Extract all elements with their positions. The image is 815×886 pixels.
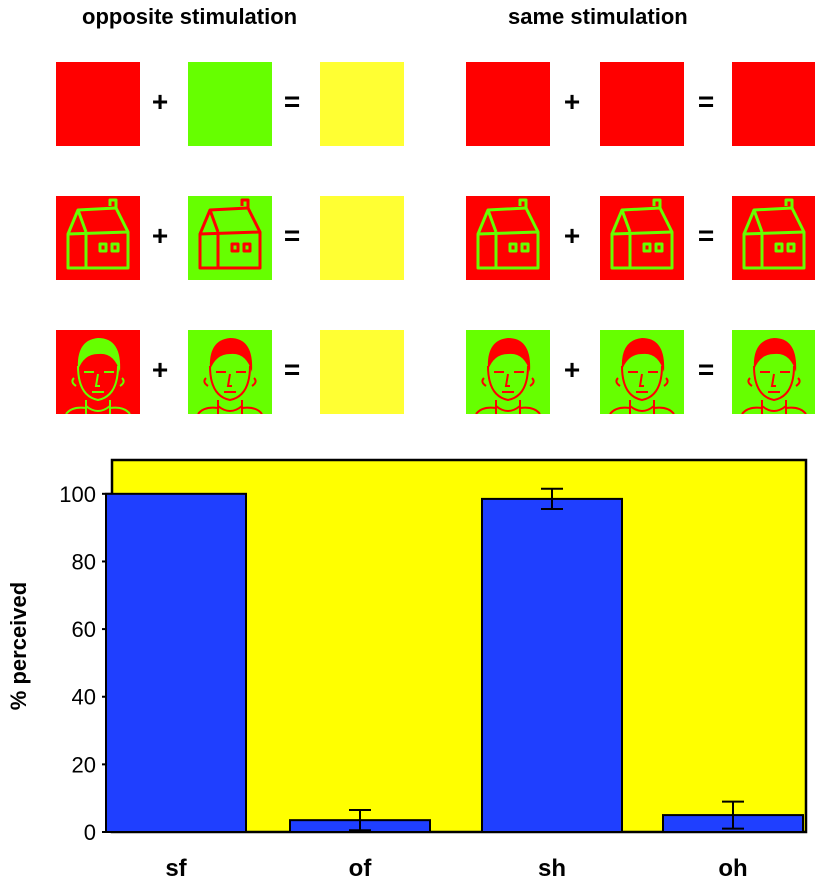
equals-sign: = (283, 220, 301, 251)
plus-sign: + (563, 354, 581, 385)
x-category-label: of (349, 855, 373, 882)
stimulus-house-opposite-1 (56, 196, 140, 280)
stimulus-color-same-3 (732, 62, 815, 146)
stimulus-color-opposite-1 (56, 62, 140, 146)
bar-sf (105, 492, 247, 834)
equals-sign: = (697, 354, 715, 385)
plus-sign: + (563, 220, 581, 251)
face-icon (65, 338, 131, 414)
stimulus-face-opposite-3 (320, 330, 404, 414)
house-icon (198, 198, 262, 270)
y-tick-label: 100 (59, 482, 96, 507)
equals-sign: = (283, 86, 301, 117)
house-icon (476, 198, 540, 270)
title-same-stimulation: same stimulation (508, 4, 688, 29)
y-tick-label: 40 (72, 685, 96, 710)
stimulus-house-same-3 (732, 196, 815, 280)
face-icon (197, 338, 263, 414)
y-tick-label: 0 (84, 820, 96, 845)
equals-sign: = (697, 86, 715, 117)
house-icon (742, 198, 806, 270)
stimulus-house-opposite-3 (320, 196, 404, 280)
stimulus-face-same-2 (600, 330, 684, 414)
stimulus-color-same-1 (466, 62, 550, 146)
equals-sign: = (697, 220, 715, 251)
plus-sign: + (151, 220, 169, 251)
stimulus-house-same-1 (466, 196, 550, 280)
title-opposite-stimulation: opposite stimulation (82, 4, 298, 29)
stimulus-face-opposite-2 (188, 330, 272, 414)
house-icon (66, 198, 130, 270)
stimulus-color-opposite-3 (320, 62, 404, 146)
x-category-label: sh (538, 855, 566, 882)
stimulus-face-same-1 (466, 330, 550, 414)
plus-sign: + (151, 354, 169, 385)
stimulus-color-same-2 (600, 62, 684, 146)
equals-sign: = (283, 354, 301, 385)
bar-sh (481, 497, 623, 834)
plus-sign: + (563, 86, 581, 117)
house-icon (610, 198, 674, 270)
face-icon (475, 338, 541, 414)
stimulus-face-same-3 (732, 330, 815, 414)
stimulus-face-opposite-1 (56, 330, 140, 414)
stimulus-color-opposite-2 (188, 62, 272, 146)
face-icon (609, 338, 675, 414)
bar-chart: 0 20 40 60 80 100 sf of sh oh % perceived (6, 458, 808, 882)
y-tick-label: 20 (72, 752, 96, 777)
y-axis-label: % perceived (6, 582, 31, 710)
y-tick-label: 60 (72, 617, 96, 642)
x-category-label: oh (718, 855, 747, 882)
y-tick-label: 80 (72, 549, 96, 574)
face-icon (741, 338, 807, 414)
plus-sign: + (151, 86, 169, 117)
stimulus-house-same-2 (600, 196, 684, 280)
x-category-label: sf (165, 855, 187, 882)
stimulus-house-opposite-2 (188, 196, 272, 280)
